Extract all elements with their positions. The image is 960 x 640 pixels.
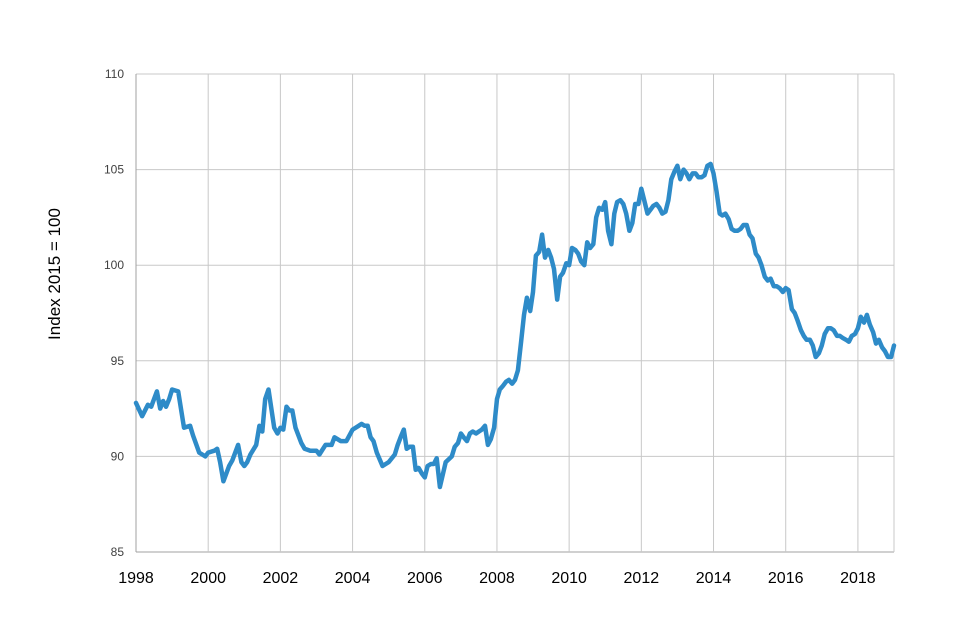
y-tick-label: 100: [104, 258, 124, 272]
y-axis-ticks: 85 90 95 100 105 110: [104, 67, 124, 559]
x-axis-ticks: 1998 2000 2002 2004 2006 2008 2010 2012 2014 2016…: [118, 570, 876, 587]
series-line: [133, 161, 897, 490]
grid-lines: [135, 73, 895, 553]
y-tick-label: 85: [111, 545, 125, 559]
x-tick-label: 2014: [696, 570, 732, 587]
y-axis-label: Index 2015 = 100: [45, 208, 64, 340]
plot-area: [133, 161, 897, 490]
x-tick-label: 2010: [551, 570, 587, 587]
x-tick-label: 2008: [479, 570, 515, 587]
x-tick-label: 2004: [335, 570, 371, 587]
x-tick-label: 2012: [624, 570, 660, 587]
x-tick-label: 2016: [768, 570, 804, 587]
x-tick-label: 2000: [190, 570, 226, 587]
x-tick-label: 2006: [407, 570, 443, 587]
y-tick-label: 110: [105, 67, 124, 81]
y-tick-label: 95: [111, 354, 125, 368]
x-tick-label: 2002: [263, 570, 299, 587]
y-tick-label: 105: [104, 163, 124, 177]
y-tick-label: 90: [111, 449, 125, 463]
x-tick-label: 1998: [118, 570, 154, 587]
x-tick-label: 2018: [840, 570, 876, 587]
